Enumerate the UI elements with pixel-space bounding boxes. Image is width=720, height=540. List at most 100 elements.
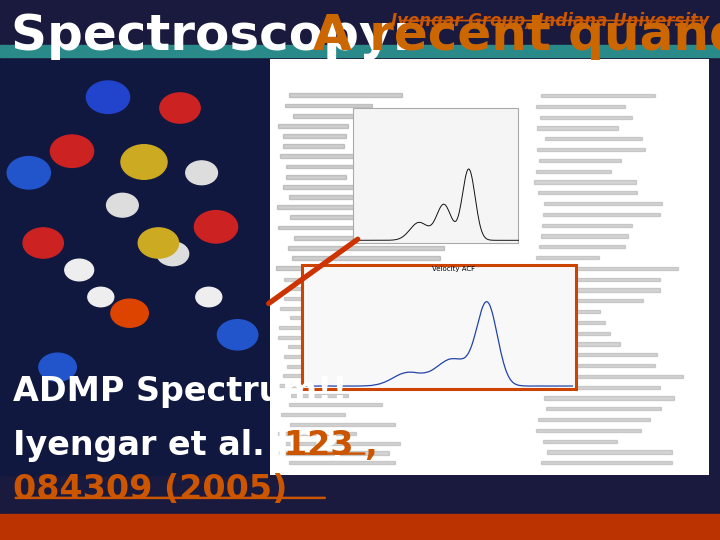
Text: ADMP Spectrum!!: ADMP Spectrum!! [13, 375, 347, 408]
Text: 084309 (2005): 084309 (2005) [13, 473, 287, 507]
Bar [284, 355, 386, 358]
Bar [279, 326, 380, 329]
Bar [292, 256, 441, 260]
Bar [544, 396, 674, 400]
Bar [288, 246, 444, 249]
Circle shape [217, 320, 258, 350]
Bar [289, 93, 402, 97]
Text: Spectroscopy:: Spectroscopy: [11, 12, 429, 60]
Bar [278, 384, 334, 387]
Circle shape [157, 242, 189, 266]
Bar [290, 316, 346, 320]
Bar [546, 407, 661, 410]
Bar [541, 94, 655, 97]
Bar [538, 418, 650, 421]
Bar [541, 461, 672, 464]
Circle shape [111, 299, 148, 327]
Bar [277, 205, 379, 209]
Bar [278, 335, 361, 339]
Text: Velocity ACF: Velocity ACF [432, 266, 475, 272]
Bar [536, 429, 641, 432]
Bar [545, 137, 642, 140]
Circle shape [186, 161, 217, 185]
Circle shape [23, 228, 63, 258]
Bar [539, 159, 621, 162]
Circle shape [86, 81, 130, 113]
Bar [281, 413, 345, 416]
Bar [282, 442, 400, 445]
Bar [534, 321, 605, 324]
Bar [289, 403, 382, 407]
Bar [534, 180, 636, 184]
Bar [290, 215, 403, 219]
Circle shape [7, 157, 50, 189]
Bar [546, 450, 672, 454]
Bar [284, 374, 410, 377]
Bar [536, 267, 678, 270]
Bar [283, 134, 346, 138]
Bar [0, 59, 274, 475]
Bar [279, 226, 367, 230]
Bar [536, 364, 655, 367]
Text: Iyengar Group, Indiana University: Iyengar Group, Indiana University [391, 12, 709, 30]
Bar [542, 278, 660, 281]
Bar [290, 422, 395, 426]
Bar [537, 126, 618, 130]
Bar [302, 265, 576, 389]
Bar [289, 287, 413, 291]
Bar [541, 332, 610, 335]
Bar [353, 108, 518, 243]
Bar [284, 297, 372, 300]
Bar [536, 105, 625, 108]
Circle shape [107, 193, 138, 217]
Bar [289, 195, 374, 199]
Bar [282, 185, 366, 188]
Bar [542, 224, 632, 227]
Bar [537, 148, 645, 151]
Bar [288, 345, 355, 348]
Bar [544, 440, 618, 443]
Circle shape [196, 287, 222, 307]
Bar [0, 514, 720, 540]
Bar [276, 266, 372, 270]
Circle shape [39, 353, 76, 381]
Circle shape [88, 287, 114, 307]
Text: Iyengar et al. JCP,: Iyengar et al. JCP, [13, 429, 356, 462]
Bar [539, 116, 632, 119]
Bar [289, 461, 395, 464]
Bar [284, 104, 372, 107]
Circle shape [138, 228, 179, 258]
Bar [546, 342, 621, 346]
Bar [536, 310, 600, 313]
Bar [541, 234, 628, 238]
Bar [279, 451, 389, 455]
Bar [270, 59, 709, 475]
Bar [284, 144, 344, 148]
Bar [545, 375, 683, 378]
Bar [540, 386, 660, 389]
Text: 123 ,: 123 , [284, 429, 378, 462]
Bar [536, 256, 599, 259]
Bar [538, 191, 637, 194]
Bar [544, 202, 662, 205]
Circle shape [121, 145, 167, 179]
Circle shape [50, 135, 94, 167]
Bar [278, 432, 356, 435]
Bar [287, 165, 412, 168]
Circle shape [65, 259, 94, 281]
Bar [291, 394, 348, 397]
Circle shape [160, 93, 200, 123]
Bar [539, 245, 625, 248]
Bar [278, 124, 348, 127]
Bar [280, 307, 348, 310]
Bar [541, 353, 657, 356]
Bar [0, 45, 720, 57]
Bar [534, 299, 643, 302]
Bar [540, 288, 660, 292]
Bar [284, 278, 342, 281]
Bar [287, 364, 359, 368]
Bar [543, 213, 660, 216]
Bar [294, 236, 390, 240]
Bar [536, 170, 611, 173]
Bar [286, 175, 346, 179]
